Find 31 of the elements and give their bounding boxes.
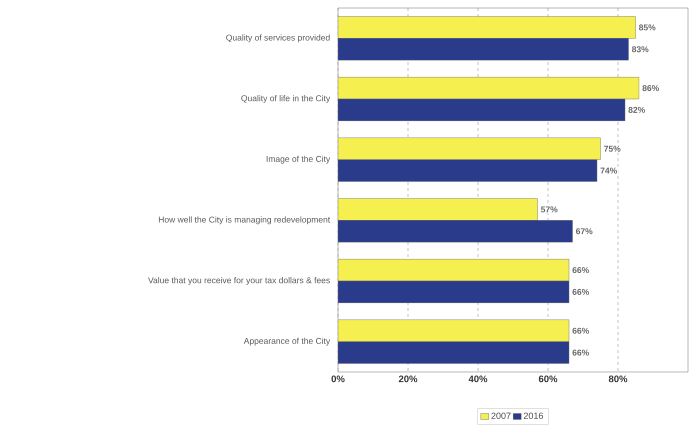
x-tick-label: 80% [608, 376, 628, 382]
data-label: 86% [642, 85, 659, 92]
data-label: 85% [638, 24, 656, 30]
x-tick-label: 0% [332, 376, 345, 382]
y-tick-label: How well the City is managing redevelopment [158, 216, 330, 224]
y-tick-label: Quality of life in the City [241, 95, 330, 103]
data-label: 83% [632, 46, 648, 52]
data-label: 57% [540, 206, 558, 212]
x-tick-label: 20% [398, 376, 418, 382]
y-tick-label: Quality of services provided [226, 34, 330, 42]
data-label: 67% [576, 228, 592, 234]
legend-label: 2016 [524, 412, 544, 419]
x-tick-label: 40% [468, 376, 488, 382]
data-label: 74% [600, 168, 617, 174]
bar [338, 98, 626, 122]
data-label: 66% [572, 288, 589, 295]
bar [338, 341, 570, 364]
data-label: 66% [572, 267, 589, 274]
bar [338, 38, 629, 60]
x-tick-label: 60% [538, 376, 558, 382]
y-tick-label: Value that you receive for your tax dollars & fees [148, 277, 330, 285]
data-label: 82% [628, 106, 645, 113]
y-tick-label: Appearance of the City [244, 338, 330, 346]
bar [338, 159, 598, 182]
data-label: 66% [572, 350, 589, 356]
y-tick-label: Image of the City [266, 156, 330, 164]
data-label: 75% [604, 146, 620, 152]
bar [338, 280, 570, 304]
data-label: 66% [572, 328, 589, 334]
legend-label: 2007 [491, 412, 511, 419]
bar [338, 220, 573, 242]
